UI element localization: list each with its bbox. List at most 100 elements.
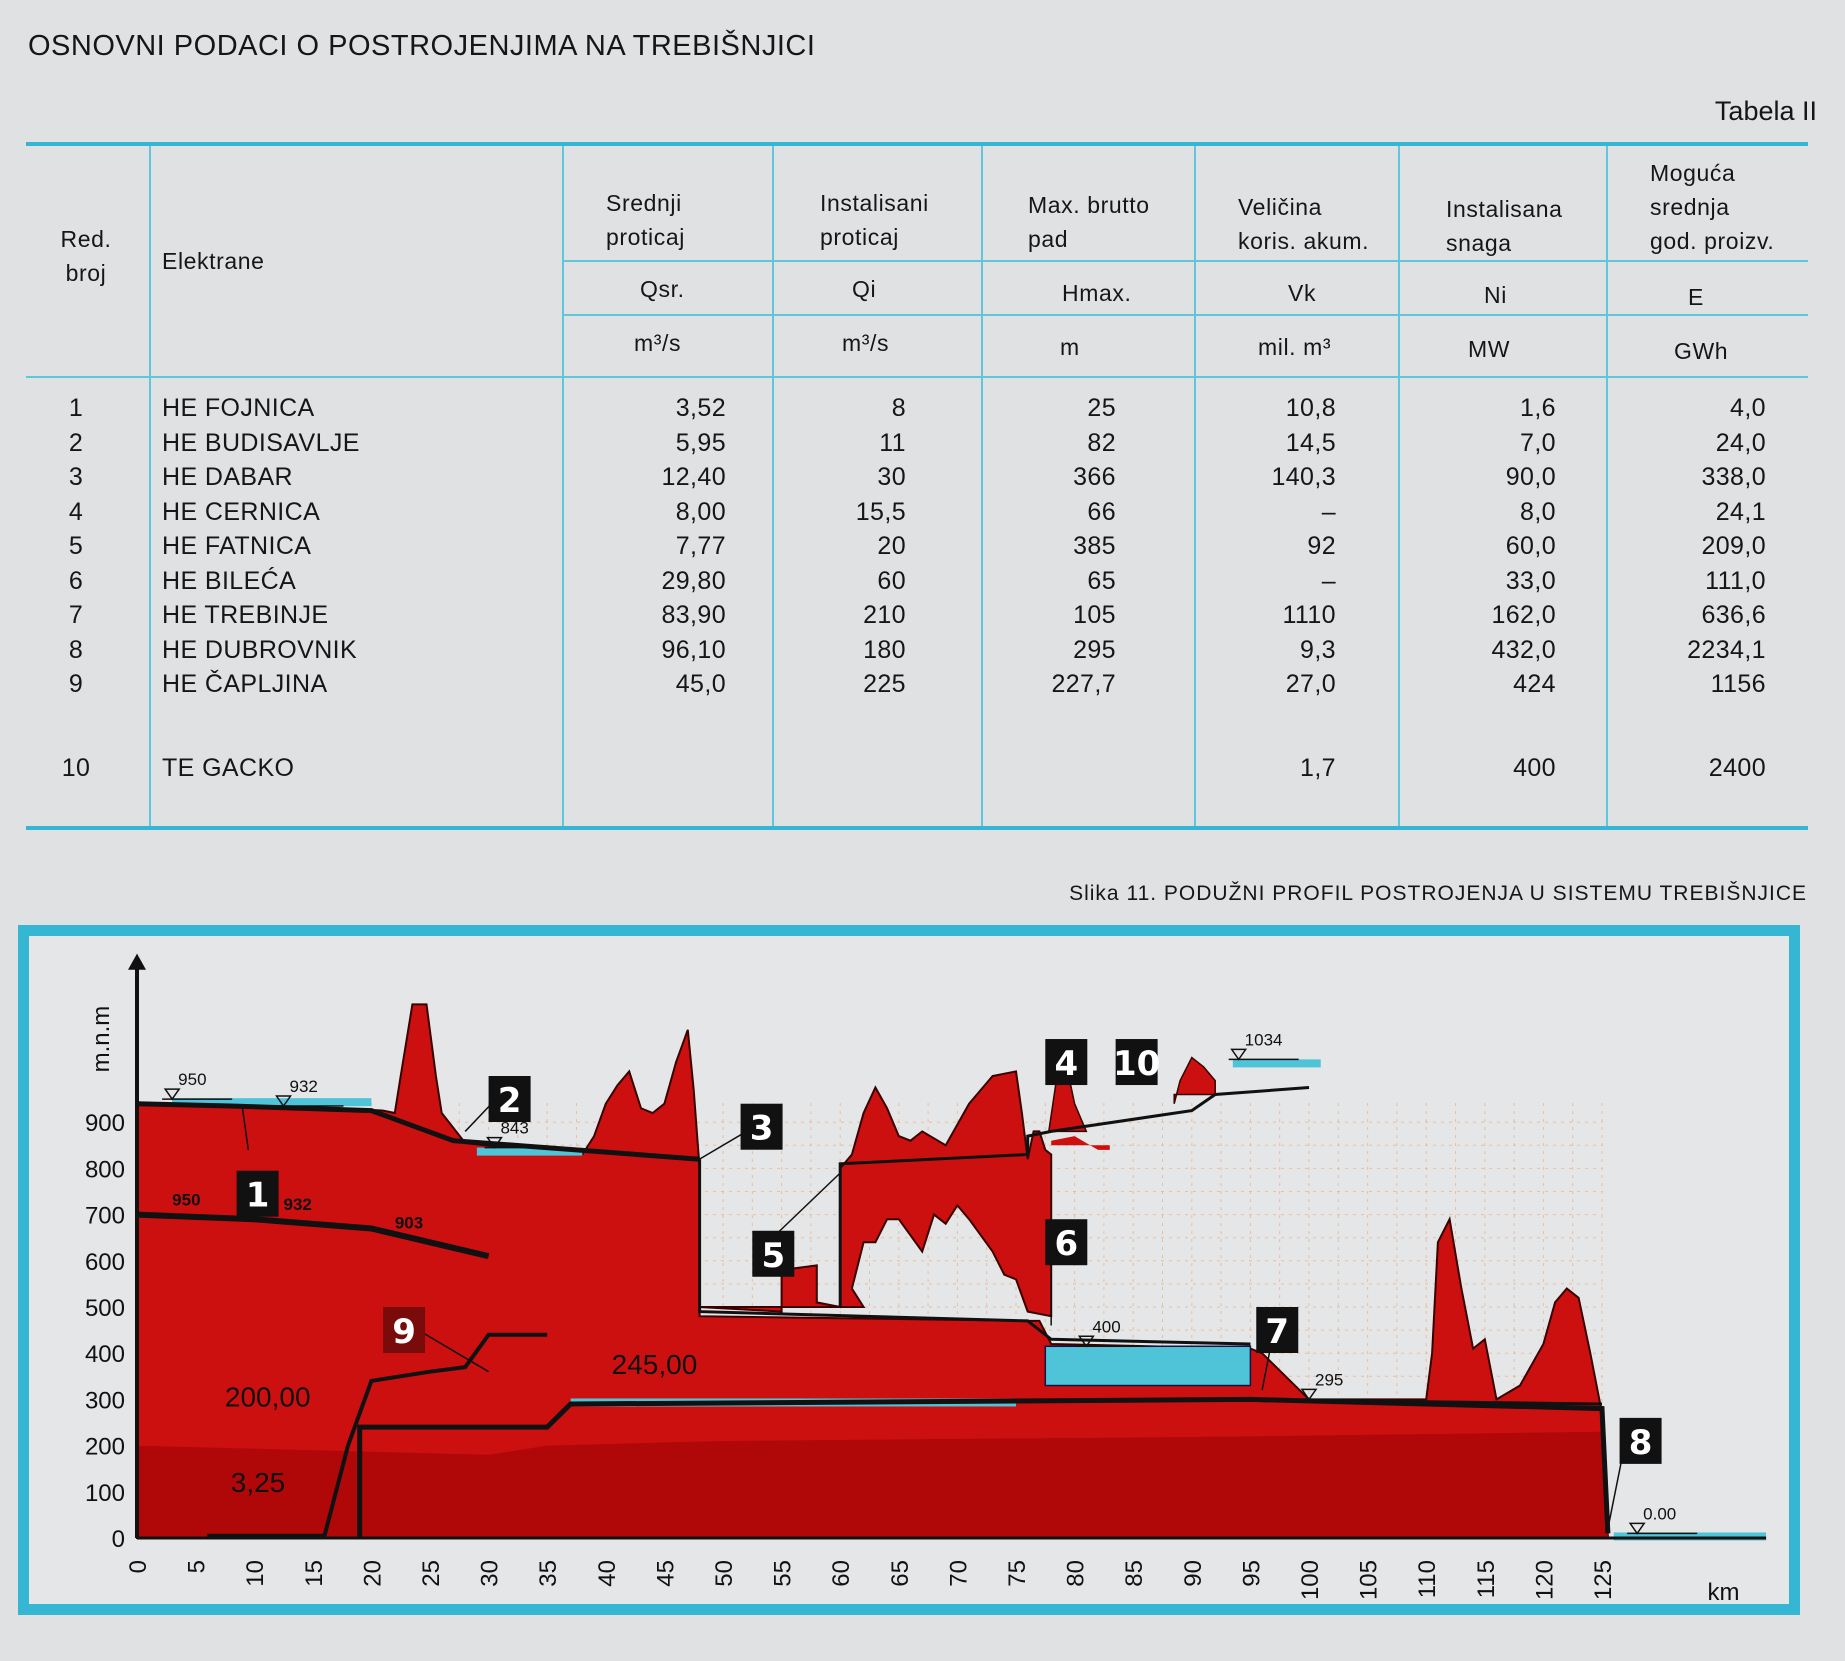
cell-qi: 60: [877, 566, 906, 595]
cell-h: 366: [1073, 463, 1116, 491]
header-moguca-proizv: Moguća srednja god. proizv.: [1650, 160, 1775, 254]
x-tick-label: 110: [1414, 1560, 1441, 1598]
x-tick-label: 100: [1297, 1560, 1324, 1600]
reservoir-843: [476, 1147, 583, 1156]
header-red-broj: Red. broj: [60, 226, 112, 286]
x-tick-label: 0: [125, 1560, 152, 1573]
cell-qi: 225: [863, 670, 906, 698]
profile-line-lower: [136, 1211, 490, 1260]
cell-red: 2: [68, 428, 84, 457]
cell-ni: 400: [1513, 754, 1556, 782]
x-tick-label: 75: [1004, 1560, 1031, 1587]
page-title: OSNOVNI PODACI O POSTROJENJIMA NA TREBIŠ…: [28, 30, 816, 62]
plant-marker-2: 2: [498, 1081, 522, 1121]
plant-marker-8: 8: [1629, 1423, 1653, 1463]
pipe-capljina: [207, 1332, 548, 1538]
symbol-qi: Qi: [852, 276, 877, 302]
symbol-qsr: Qsr.: [640, 276, 685, 302]
header-divider: [562, 260, 1808, 262]
plant-marker-2-box: [488, 1076, 531, 1122]
cell-ni: 1,6: [1520, 394, 1556, 422]
cell-name: TE GACKO: [162, 754, 295, 782]
cell-name: HE FATNICA: [162, 532, 312, 560]
cell-vk: –: [1321, 566, 1336, 595]
x-tick-label: 10: [242, 1560, 269, 1587]
pipe-level-245: 245,00: [612, 1349, 698, 1380]
profile-figure: 950 932 843 1034 400 295 0.00 950 932 903 200,00 24…: [18, 925, 1800, 1615]
y-tick-label: 800: [85, 1156, 125, 1183]
cell-h: 105: [1073, 601, 1116, 629]
level-marker: [163, 1088, 181, 1101]
x-tick-label: 35: [535, 1560, 562, 1587]
y-tick-label: 400: [85, 1341, 125, 1368]
cell-red: 3: [68, 463, 84, 491]
level-400: 400: [1092, 1317, 1120, 1336]
cell-ni: 60,0: [1505, 532, 1556, 560]
terrain-mass: [136, 1003, 1609, 1539]
cell-e: 24,1: [1715, 497, 1766, 526]
x-tick-label: 80: [1063, 1560, 1090, 1587]
plant-marker-6: 6: [1054, 1224, 1078, 1264]
header-velicina-akum: Veličina koris. akum.: [1238, 194, 1370, 254]
plant-marker-4: 4: [1054, 1044, 1078, 1084]
cell-vk: –: [1321, 497, 1336, 526]
cell-h: 82: [1087, 428, 1116, 457]
level-marker: [486, 1136, 503, 1149]
x-tick-label: 70: [945, 1560, 972, 1587]
y-tick-label: 900: [85, 1110, 125, 1137]
col-divider: [981, 146, 983, 826]
cell-q: 83,90: [661, 601, 726, 629]
x-tick-label: 65: [887, 1560, 914, 1587]
header-max-brutto-pad: Max. brutto pad: [1028, 192, 1150, 252]
level-marker: [1077, 1335, 1095, 1348]
unit-e: GWh: [1674, 338, 1729, 364]
cell-ni: 33,0: [1505, 566, 1556, 595]
plant-marker-5: 5: [761, 1236, 785, 1276]
x-tick-label: 25: [418, 1560, 445, 1587]
plant-marker-1: 1: [246, 1176, 270, 1216]
cell-e: 4,0: [1730, 394, 1766, 422]
symbol-e: E: [1688, 284, 1704, 310]
cell-h: 25: [1087, 394, 1116, 422]
cell-q: 45,0: [675, 670, 726, 698]
plant-marker-1-box: [236, 1170, 279, 1217]
cell-e: 111,0: [1705, 566, 1766, 595]
cell-name: HE TREBINJE: [162, 601, 329, 629]
plant-marker-9: 9: [392, 1312, 416, 1352]
cell-q: 7,77: [675, 532, 726, 560]
cell-e: 1156: [1710, 670, 1766, 698]
cell-e: 338,0: [1701, 463, 1766, 491]
x-tick-label: 125: [1590, 1560, 1617, 1600]
cell-q: 96,10: [661, 635, 726, 664]
unit-vk: mil. m³: [1258, 334, 1332, 360]
y-axis-unit: m.n.m: [88, 1006, 115, 1073]
cell-vk: 1110: [1282, 601, 1336, 629]
cell-name: HE FOJNICA: [162, 394, 315, 422]
plant-marker-3: 3: [750, 1109, 774, 1149]
x-tick-label: 95: [1238, 1560, 1265, 1587]
cell-red: 1: [68, 394, 84, 422]
cell-h: 385: [1073, 532, 1116, 560]
col-divider: [1398, 146, 1400, 826]
cell-e: 24,0: [1715, 428, 1766, 457]
y-tick-label: 300: [85, 1387, 125, 1414]
y-tick-label: 0: [112, 1526, 125, 1553]
cell-red: 6: [68, 566, 84, 595]
cell-vk: 92: [1307, 532, 1336, 560]
symbol-ni: Ni: [1484, 282, 1507, 308]
y-tick-label: 600: [85, 1249, 125, 1276]
level-932: 932: [290, 1077, 318, 1096]
level-0: 0.00: [1643, 1504, 1676, 1523]
cell-ni: 424: [1513, 670, 1556, 698]
plant-marker-4-box: [1045, 1039, 1088, 1086]
x-tick-label: 115: [1473, 1560, 1500, 1598]
cell-name: HE BILEĆA: [162, 566, 297, 595]
reservoir-950: [172, 1098, 372, 1107]
plant-marker-10: 10: [1113, 1044, 1160, 1084]
level-950: 950: [178, 1070, 206, 1089]
cell-vk: 1,7: [1300, 754, 1336, 782]
x-tick-label: 40: [594, 1560, 621, 1587]
level-903-lower: 903: [395, 1213, 423, 1232]
header-instalisana-snaga: Instalisana snaga: [1446, 196, 1563, 256]
cell-h: 66: [1087, 497, 1116, 526]
